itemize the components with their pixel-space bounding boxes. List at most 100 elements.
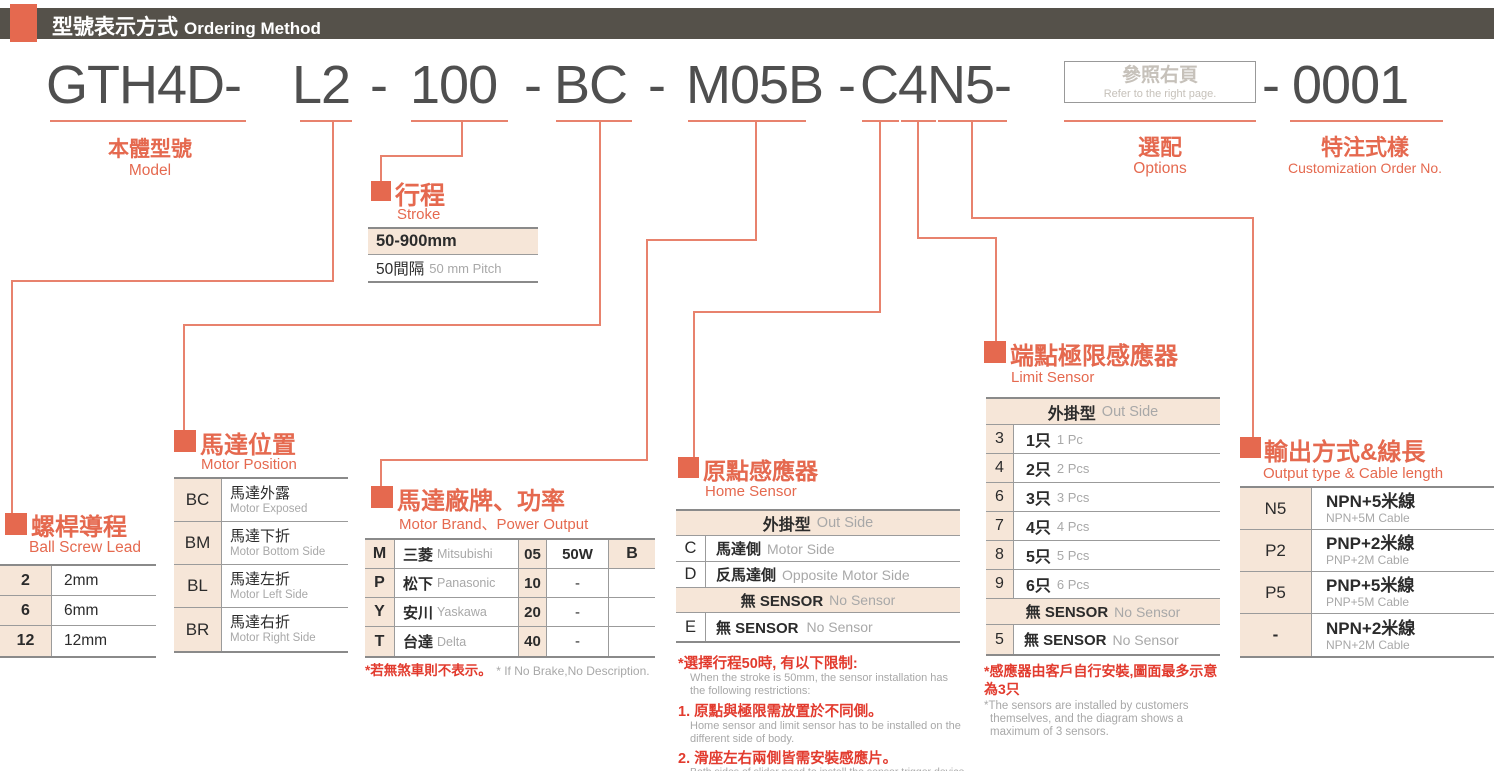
row-en: 5 Pcs bbox=[1056, 547, 1090, 563]
group-header: 無 SENSOR No Sensor bbox=[676, 588, 960, 613]
brand-en: Yaskawa bbox=[437, 605, 487, 619]
group-en: No Sensor bbox=[1114, 603, 1181, 620]
connector-limit-sensor bbox=[995, 237, 997, 343]
table-row: 50間隔 50 mm Pitch bbox=[368, 255, 538, 281]
connector-motor-position bbox=[183, 324, 601, 326]
model-dash: - bbox=[1262, 55, 1280, 115]
model-dash: - bbox=[370, 55, 388, 115]
row-code: D bbox=[676, 562, 706, 587]
limit-sensor-note-en: maximum of 3 sensors. bbox=[990, 726, 1109, 738]
power-code: 10 bbox=[519, 569, 547, 597]
motor-brand-accent-square bbox=[371, 486, 393, 508]
group-en: No Sensor bbox=[829, 592, 896, 608]
limit-sensor-title-zh: 端點極限感應器 bbox=[1010, 343, 1178, 370]
table-row: BL 馬達左折 Motor Left Side bbox=[174, 565, 348, 608]
row-code: BC bbox=[174, 479, 222, 521]
table-row: 9 6只 6 Pcs bbox=[986, 570, 1220, 599]
table-row: P2 PNP+2米線 PNP+2M Cable bbox=[1240, 530, 1494, 572]
row-label: 馬達下折 Motor Bottom Side bbox=[222, 528, 325, 559]
underline-stroke bbox=[411, 120, 508, 122]
connector-home-sensor bbox=[693, 311, 695, 458]
row-label: PNP+2米線 PNP+2M Cable bbox=[1312, 534, 1414, 567]
motor-brand-footnote: *若無煞車則不表示。 * If No Brake,No Description. bbox=[365, 659, 650, 680]
home-sensor-note-en: the following restrictions: bbox=[690, 685, 811, 697]
motor-position-title-zh: 馬達位置 bbox=[200, 432, 296, 459]
table-row: M 三菱 Mitsubishi 05 50W B bbox=[365, 540, 655, 569]
model-part-motor-brand: M05B bbox=[686, 55, 824, 115]
group-header: 外掛型 Out Side bbox=[676, 511, 960, 536]
group-zh: 無 SENSOR bbox=[1025, 604, 1109, 621]
table-row: 6 3只 3 Pcs bbox=[986, 483, 1220, 512]
row-zh: 3只 bbox=[1026, 491, 1051, 508]
stroke-title-en: Stroke bbox=[397, 206, 441, 223]
model-part-body: GTH4D- bbox=[46, 55, 242, 115]
row-code: 3 bbox=[986, 425, 1014, 453]
underline-lead bbox=[300, 120, 352, 122]
row-label-zh: 馬達外露 bbox=[230, 484, 291, 502]
header-accent-square bbox=[10, 4, 37, 42]
row-label: 馬達左折 Motor Left Side bbox=[222, 571, 308, 602]
power-code: 40 bbox=[519, 627, 547, 656]
home-sensor-note: 1. 原點與極限需放置於不同側。 bbox=[678, 704, 883, 720]
row-en: 3 Pcs bbox=[1056, 489, 1090, 505]
row-code: P2 bbox=[1240, 530, 1312, 571]
limit-sensor-note-en: *The sensors are installed by customers bbox=[984, 700, 1189, 712]
brand-zh: 松下 bbox=[403, 575, 434, 593]
row-label-zh: 馬達下折 bbox=[230, 527, 291, 545]
ball-screw-accent-square bbox=[5, 513, 27, 535]
row-zh: 無 SENSOR bbox=[716, 619, 799, 637]
brake-code bbox=[609, 598, 655, 626]
row-en: PNP+2M Cable bbox=[1326, 553, 1410, 567]
row-en: 1 Pc bbox=[1056, 431, 1083, 447]
row-en: PNP+5M Cable bbox=[1326, 595, 1410, 609]
connector-stroke bbox=[380, 155, 382, 182]
table-row: - NPN+2米線 NPN+2M Cable bbox=[1240, 614, 1494, 656]
page-title-en: Ordering Method bbox=[184, 19, 321, 38]
row-code: E bbox=[676, 613, 706, 641]
row-label: NPN+5米線 NPN+5M Cable bbox=[1312, 492, 1415, 525]
ball-screw-title-zh: 螺桿導程 bbox=[31, 514, 127, 541]
connector-motor-brand bbox=[646, 239, 648, 461]
row-label-zh: 馬達右折 bbox=[230, 614, 291, 631]
options-box: 參照右頁 Refer to the right page. bbox=[1064, 61, 1256, 103]
row-code: N5 bbox=[1240, 488, 1312, 529]
motor-brand-title-zh: 馬達廠牌、功率 bbox=[397, 488, 565, 515]
model-part-sensors: C4N5- bbox=[860, 55, 1012, 115]
limit-sensor-title-en: Limit Sensor bbox=[1011, 369, 1095, 386]
model-part-order-no: 0001 bbox=[1292, 55, 1409, 115]
power-value: 50W bbox=[547, 540, 609, 568]
row-en: Motor Side bbox=[767, 540, 835, 557]
motor-position-accent-square bbox=[174, 430, 196, 452]
home-sensor-note-en: Home sensor and limit sensor has to be i… bbox=[690, 720, 961, 732]
label-options-en: Options bbox=[1133, 160, 1187, 177]
table-row: D 反馬達側 Opposite Motor Side bbox=[676, 562, 960, 588]
model-dash: - bbox=[838, 55, 856, 115]
table-row: E 無 SENSOR No Sensor bbox=[676, 613, 960, 641]
motor-position-title-en: Motor Position bbox=[201, 456, 297, 473]
row-en: No Sensor bbox=[806, 619, 873, 635]
row-label-en: Motor Right Side bbox=[230, 632, 316, 644]
connector-motor-brand bbox=[380, 459, 648, 461]
stroke-pitch-en: 50 mm Pitch bbox=[429, 260, 502, 276]
row-en: No Sensor bbox=[1112, 631, 1179, 648]
output-title-zh: 輸出方式&線長 bbox=[1264, 439, 1426, 466]
row-label: 馬達右折 Motor Right Side bbox=[222, 614, 316, 645]
group-header: 外掛型 Out Side bbox=[986, 399, 1220, 425]
row-code: 6 bbox=[0, 596, 52, 625]
connector-output bbox=[971, 121, 973, 219]
row-brand: 台達 Delta bbox=[395, 627, 519, 656]
limit-sensor-table: 外掛型 Out Side 3 1只 1 Pc 4 2只 2 Pcs 6 3只 3… bbox=[986, 397, 1220, 656]
row-value: 2mm bbox=[64, 571, 99, 589]
underline-motor-brand bbox=[688, 120, 806, 122]
connector-home-sensor bbox=[879, 121, 881, 313]
row-label-en: Motor Left Side bbox=[230, 588, 308, 601]
underline-options bbox=[1064, 120, 1256, 122]
connector-lead bbox=[11, 280, 13, 515]
power-value: - bbox=[547, 569, 609, 597]
table-row: 7 4只 4 Pcs bbox=[986, 512, 1220, 541]
ball-screw-table: 2 2mm 6 6mm 12 12mm bbox=[0, 564, 156, 658]
group-en: Out Side bbox=[816, 515, 874, 531]
table-row: 8 5只 5 Pcs bbox=[986, 541, 1220, 570]
row-label-en: Motor Exposed bbox=[230, 502, 308, 515]
